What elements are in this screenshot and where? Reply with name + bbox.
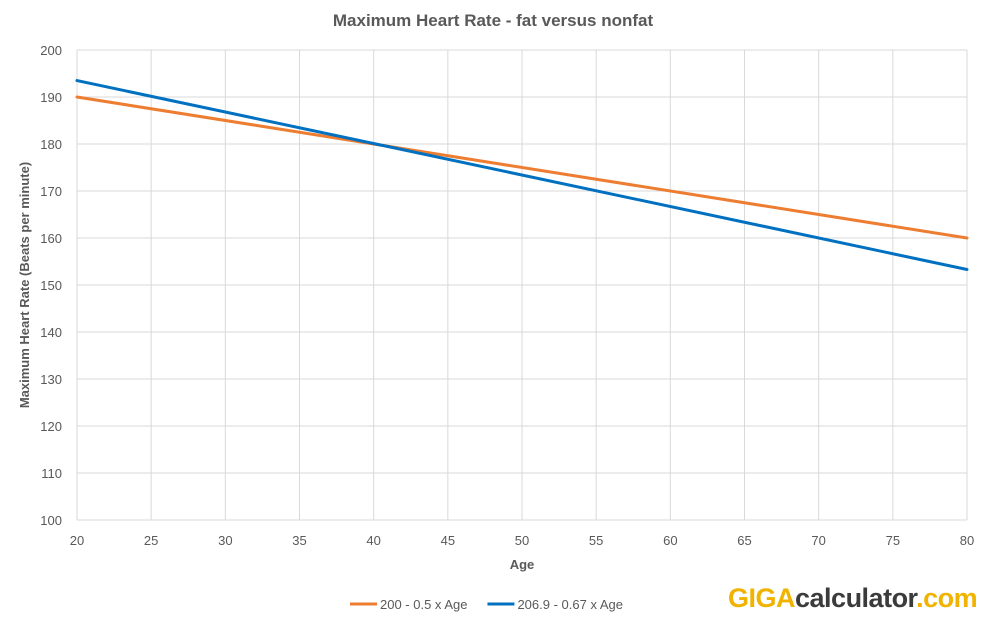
y-tick-label: 170 bbox=[40, 184, 62, 199]
y-tick-label: 180 bbox=[40, 137, 62, 152]
legend-label-1: 200 - 0.5 x Age bbox=[380, 597, 467, 612]
x-axis-ticks: 20 25 30 35 40 45 50 55 60 65 70 75 80 bbox=[70, 533, 974, 548]
y-tick-label: 160 bbox=[40, 231, 62, 246]
x-tick-label: 70 bbox=[811, 533, 825, 548]
series-lines bbox=[75, 79, 969, 271]
brand-logo-part2: calculator bbox=[795, 583, 917, 613]
x-tick-label: 30 bbox=[218, 533, 232, 548]
series-line-1 bbox=[75, 95, 969, 240]
x-tick-label: 75 bbox=[886, 533, 900, 548]
legend-label-2: 206.9 - 0.67 x Age bbox=[517, 597, 623, 612]
y-tick-label: 110 bbox=[41, 466, 62, 481]
y-tick-label: 120 bbox=[40, 419, 62, 434]
y-axis-label: Maximum Heart Rate (Beats per minute) bbox=[17, 162, 32, 408]
chart-title: Maximum Heart Rate - fat versus nonfat bbox=[333, 11, 654, 30]
y-tick-label: 100 bbox=[40, 513, 62, 528]
series-line-2 bbox=[75, 79, 969, 271]
x-tick-label: 40 bbox=[366, 533, 380, 548]
x-tick-label: 65 bbox=[737, 533, 751, 548]
y-tick-label: 140 bbox=[40, 325, 62, 340]
y-tick-label: 190 bbox=[40, 90, 62, 105]
x-tick-label: 25 bbox=[144, 533, 158, 548]
x-tick-label: 35 bbox=[292, 533, 306, 548]
y-tick-label: 150 bbox=[40, 278, 62, 293]
x-tick-label: 50 bbox=[515, 533, 529, 548]
y-axis-ticks: 100 110 120 130 140 150 160 170 180 190 200 bbox=[40, 43, 62, 528]
legend: 200 - 0.5 x Age 206.9 - 0.67 x Age bbox=[350, 597, 623, 612]
x-axis-label: Age bbox=[510, 557, 535, 572]
grid bbox=[76, 49, 968, 521]
brand-logo: GIGAcalculator.com bbox=[728, 583, 978, 614]
x-tick-label: 60 bbox=[663, 533, 677, 548]
y-tick-label: 130 bbox=[40, 372, 62, 387]
brand-logo-part3: .com bbox=[916, 583, 978, 613]
x-tick-label: 55 bbox=[589, 533, 603, 548]
x-tick-label: 45 bbox=[441, 533, 455, 548]
x-tick-label: 20 bbox=[70, 533, 84, 548]
y-tick-label: 200 bbox=[40, 43, 62, 58]
x-tick-label: 80 bbox=[960, 533, 974, 548]
brand-logo-part1: GIGA bbox=[728, 583, 796, 613]
